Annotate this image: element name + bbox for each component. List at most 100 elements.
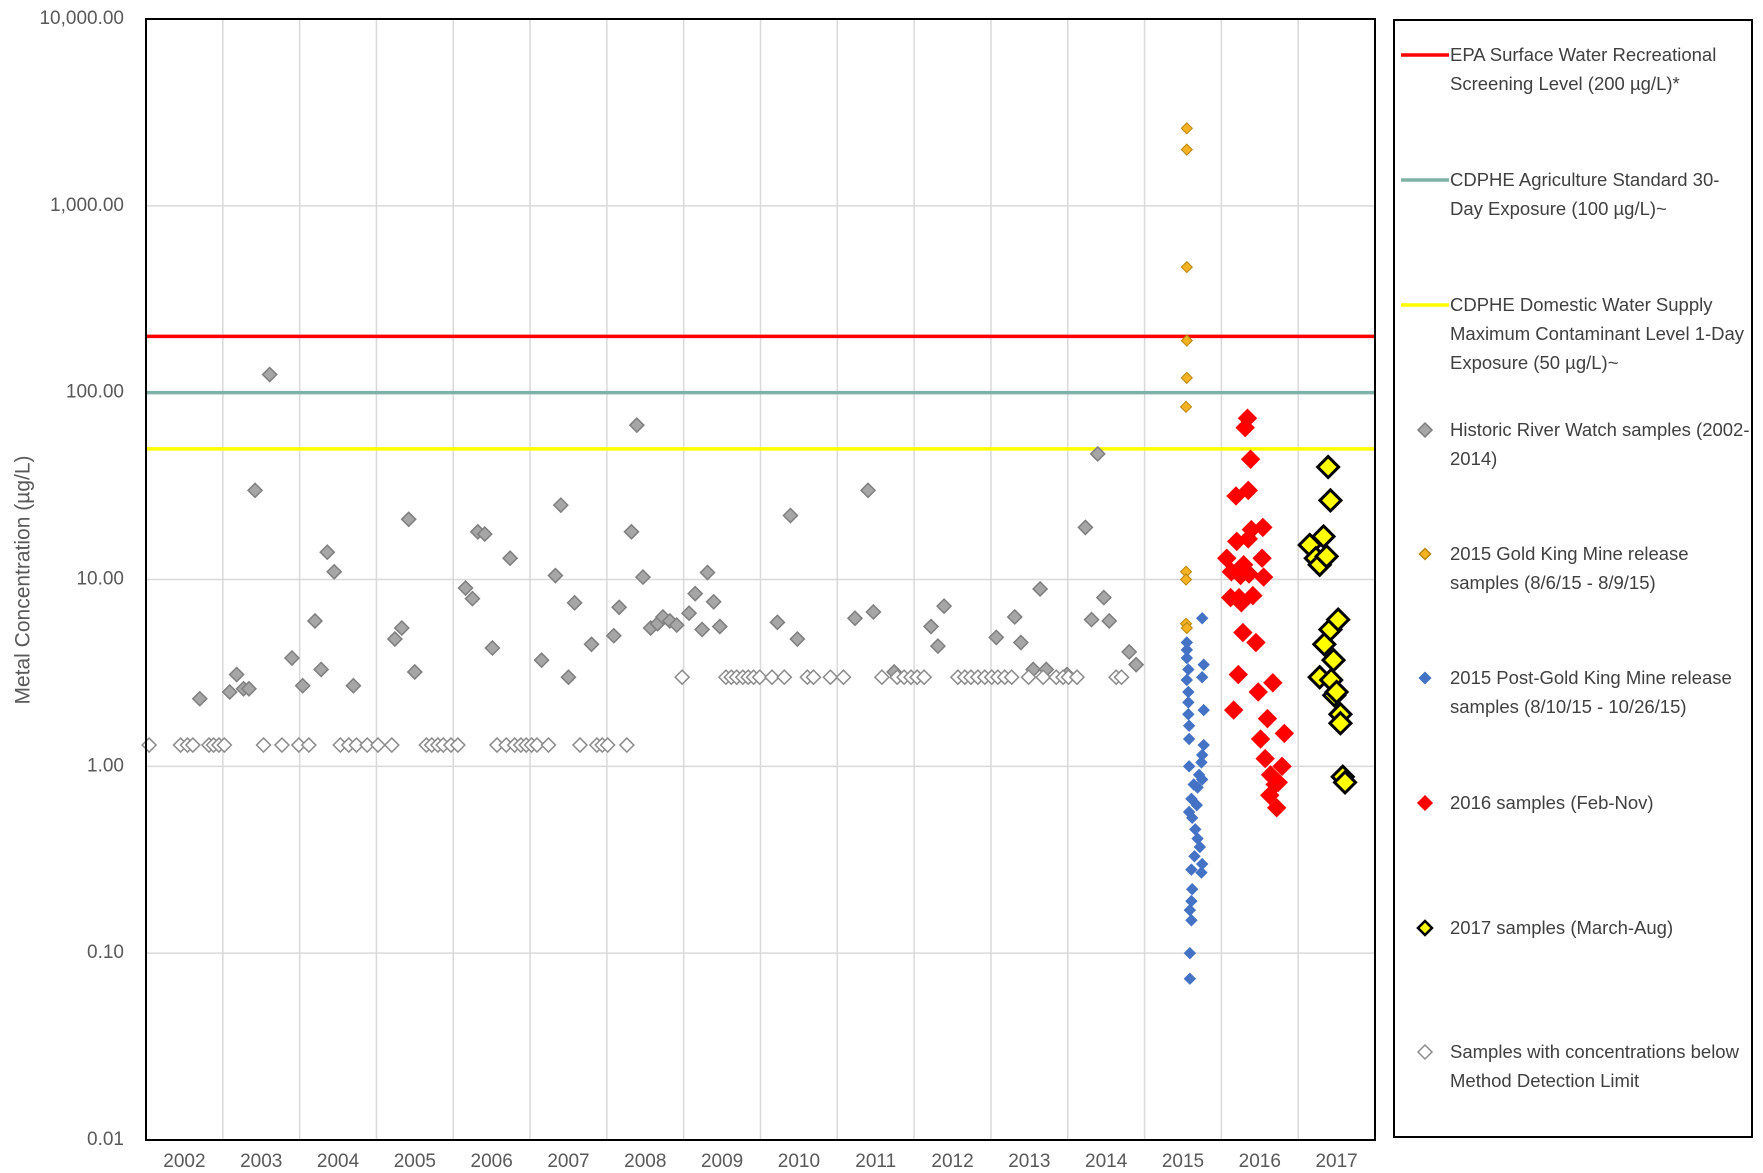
data-point <box>1246 632 1266 653</box>
legend-marker <box>1418 547 1432 561</box>
data-point <box>929 638 946 655</box>
data-point <box>1032 580 1049 598</box>
x-tick-label: 2016 <box>1239 1151 1281 1172</box>
legend-label: 2015 Post-Gold King Mine release samples… <box>1450 667 1732 717</box>
legend-label: 2017 samples (March-Aug) <box>1450 917 1674 938</box>
legend-swatch <box>1418 547 1432 561</box>
legend-marker <box>1416 421 1434 439</box>
data-point <box>822 669 839 686</box>
data-point <box>393 619 410 637</box>
data-point <box>255 736 272 754</box>
data-point <box>191 690 208 707</box>
data-point <box>406 663 423 681</box>
data-point <box>1250 729 1271 749</box>
legend-label: 2015 Gold King Mine release samples (8/6… <box>1450 543 1689 593</box>
data-point <box>552 497 569 514</box>
data-point <box>566 594 583 611</box>
legend-swatch <box>1416 794 1434 812</box>
data-point <box>1180 651 1194 665</box>
data-point <box>476 526 493 543</box>
data-point <box>1113 669 1130 686</box>
data-point <box>345 677 362 694</box>
data-point <box>1197 658 1210 671</box>
legend-label: EPA Surface Water Recreational Screening… <box>1450 44 1717 94</box>
marks <box>141 122 1375 985</box>
data-point <box>1327 710 1354 736</box>
data-point <box>769 614 786 631</box>
data-point <box>300 736 317 754</box>
data-point <box>449 736 466 754</box>
y-tick-label: 100.00 <box>66 382 124 403</box>
data-point <box>1182 760 1196 773</box>
data-point <box>319 544 336 561</box>
data-point <box>611 599 628 616</box>
data-point <box>1317 487 1344 514</box>
data-point <box>228 666 245 683</box>
data-point <box>1121 643 1138 660</box>
data-point <box>1263 673 1283 693</box>
data-point <box>1190 798 1204 812</box>
data-point <box>634 569 652 586</box>
y-tick-label: 1.00 <box>87 755 124 776</box>
data-point <box>1095 589 1112 606</box>
data-point <box>1180 334 1194 347</box>
data-point <box>1183 946 1197 960</box>
data-point <box>1193 840 1207 854</box>
data-point <box>599 736 616 754</box>
legend-swatch <box>1416 919 1434 937</box>
data-point <box>1235 417 1255 438</box>
data-point <box>240 680 257 697</box>
data-point <box>1228 664 1248 685</box>
data-point <box>1003 669 1020 686</box>
data-point <box>1089 445 1106 462</box>
data-point <box>1077 519 1094 536</box>
data-point <box>988 629 1005 646</box>
y-tick-label: 0.01 <box>87 1129 124 1150</box>
x-tick-label: 2005 <box>394 1151 436 1172</box>
data-point <box>326 563 343 580</box>
data-point <box>1238 480 1258 501</box>
data-point <box>1255 748 1275 769</box>
data-point <box>805 669 822 686</box>
data-point <box>386 630 403 648</box>
data-point <box>705 593 722 610</box>
legend-swatch <box>1401 53 1449 57</box>
data-point <box>699 564 716 581</box>
x-tick-label: 2015 <box>1162 1151 1204 1172</box>
data-point <box>1313 543 1340 569</box>
legend-label: CDPHE Domestic Water Supply Maximum Cont… <box>1450 294 1745 373</box>
data-point <box>1191 781 1204 794</box>
data-point <box>1185 863 1198 876</box>
x-tick-label: 2002 <box>163 1151 205 1172</box>
data-point <box>1188 850 1201 863</box>
data-point <box>865 603 882 621</box>
legend-swatch <box>1418 671 1432 685</box>
data-point <box>1006 608 1023 626</box>
data-point <box>1268 772 1288 793</box>
data-point <box>1180 143 1194 156</box>
x-tick-label: 2011 <box>855 1151 896 1172</box>
x-tick-label: 2014 <box>1085 1151 1128 1172</box>
data-point <box>751 669 768 686</box>
data-point <box>1185 811 1199 825</box>
data-point <box>1180 371 1194 385</box>
data-point <box>623 523 640 540</box>
x-tick-label: 2006 <box>471 1151 513 1172</box>
legend-label: Historic River Watch samples (2002-2014) <box>1450 419 1750 469</box>
data-point <box>1323 679 1350 705</box>
data-point <box>1185 882 1199 896</box>
data-point <box>359 736 376 754</box>
x-tick-label: 2007 <box>547 1151 589 1172</box>
data-point <box>1195 756 1208 769</box>
data-point <box>1231 593 1252 613</box>
data-point <box>1180 260 1194 274</box>
data-point <box>1248 682 1268 702</box>
legend-swatch <box>1416 1043 1434 1061</box>
data-point <box>1128 656 1145 673</box>
data-point <box>306 612 324 630</box>
data-point <box>605 627 622 644</box>
data-point <box>294 677 311 694</box>
data-point <box>1195 612 1209 625</box>
grid <box>146 18 1375 1141</box>
data-point <box>1182 732 1196 746</box>
